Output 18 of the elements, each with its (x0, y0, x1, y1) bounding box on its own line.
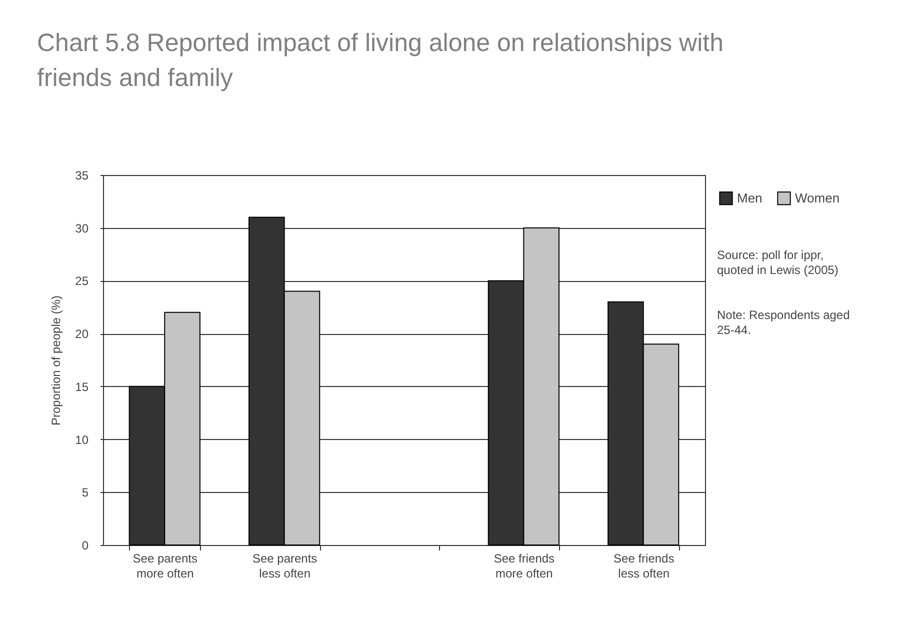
y-tick-label: 35 (75, 168, 89, 182)
x-tick-label: See parents less often (252, 552, 318, 580)
y-tick-label: 5 (82, 486, 89, 500)
source-note: Source: poll for ippr, quoted in Lewis (2005) (717, 248, 838, 277)
y-axis-title: Proportion of people (%) (49, 295, 64, 426)
text: Note: Respondents aged 25-44. (717, 308, 850, 337)
x-tick-label: See friends less often (614, 552, 674, 580)
y-tick-label: 20 (75, 327, 89, 342)
y-tick-label: 0 (82, 538, 89, 552)
y-tick-label: 30 (75, 221, 89, 236)
x-tick-label: See parents more often (132, 552, 198, 580)
x-tick-label: See friends more often (494, 552, 555, 580)
chart-title: Chart 5.8 Reported impact of living alone on relationships with friends and family (37, 29, 724, 92)
y-tick-label: 25 (75, 274, 89, 288)
y-tick-label: 10 (75, 432, 89, 447)
legend-label: Men (737, 190, 762, 206)
legend-label: Women (795, 190, 840, 206)
y-tick-label: 15 (75, 380, 89, 394)
